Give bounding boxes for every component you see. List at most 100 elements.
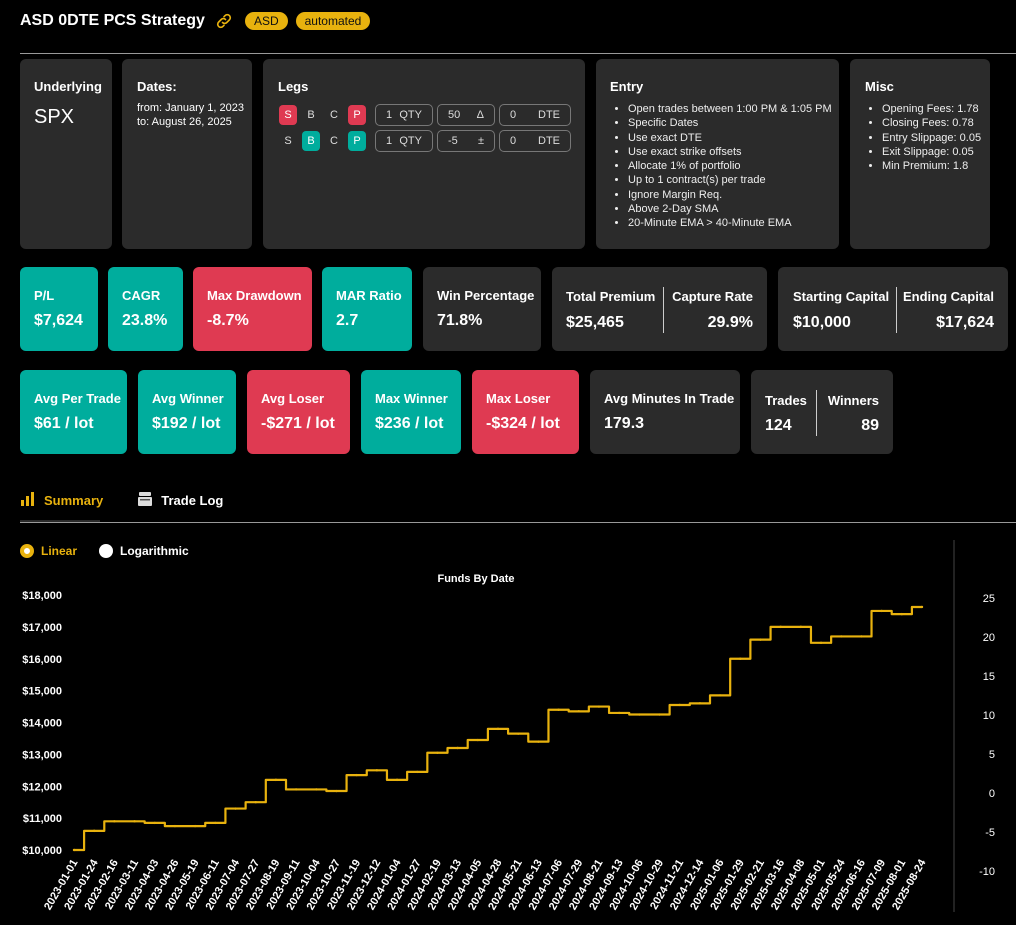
leg-sell-toggle[interactable]: S (284, 135, 292, 147)
legs-card: Legs S B C P 1 QTY 50 Δ 0 DTE S B C P 1 QTY … (263, 59, 585, 249)
stat-value: $236 / lot (375, 415, 444, 432)
stat-label: Capture Rate (672, 289, 753, 304)
qty-label: QTY (399, 135, 422, 147)
y-tick-label: $13,000 (22, 749, 62, 761)
tab-trade-log[interactable]: Trade Log (137, 491, 223, 510)
x-tick-label: 2025-07-09 (850, 858, 889, 913)
data-point (416, 770, 419, 774)
leg-buy-toggle[interactable]: B (302, 131, 320, 151)
x-tick-label: 2024-07-29 (547, 858, 586, 913)
leg-qty-field[interactable]: 1 QTY (375, 104, 433, 126)
stat-value: -8.7% (207, 312, 249, 329)
y-tick-label: $16,000 (22, 654, 62, 666)
data-point (335, 789, 338, 793)
list-item: Open trades between 1:00 PM & 1:05 PM (628, 102, 832, 116)
max-winner-stat-card: Max Winner $236 / lot (361, 370, 461, 454)
data-point (638, 713, 641, 716)
page-title: ASD 0DTE PCS Strategy (20, 12, 205, 29)
x-tick-label: 2023-06-11 (184, 858, 222, 912)
tag-badge[interactable]: automated (295, 12, 371, 30)
x-tick-label: 2023-10-04 (284, 857, 323, 912)
scale-toggle: Linear Logarithmic (20, 544, 211, 558)
max-loser-stat-card: Max Loser -$324 / lot (472, 370, 579, 454)
x-tick-label: 2025-06-16 (829, 858, 868, 913)
x-tick-label: 2025-03-16 (749, 858, 788, 913)
leg-put-toggle[interactable]: P (348, 105, 366, 125)
leg-put-toggle[interactable]: P (348, 131, 366, 151)
link-icon[interactable] (215, 12, 233, 30)
dte-value: 0 (510, 135, 517, 147)
y2-tick-label: -5 (985, 827, 995, 839)
date-from: from: January 1, 2023 (137, 102, 245, 114)
tab-summary[interactable]: Summary (20, 491, 103, 510)
leg-sell-toggle[interactable]: S (279, 105, 297, 125)
x-tick-label: 2024-01-27 (385, 858, 424, 913)
tab-active-indicator (20, 520, 100, 522)
x-tick-label: 2024-11-21 (648, 858, 686, 912)
y2-tick-label: 0 (989, 788, 995, 800)
y2-tick-label: 5 (989, 749, 995, 761)
data-point (375, 769, 379, 772)
radio-unselected-icon (99, 544, 114, 558)
y-tick-label: $12,000 (22, 781, 62, 793)
data-point (759, 638, 762, 641)
linear-radio[interactable]: Linear (20, 544, 77, 558)
stat-label: Avg Loser (261, 391, 325, 406)
tabs-divider (20, 522, 1016, 523)
leg-qty-field[interactable]: 1 QTY (375, 130, 433, 152)
x-tick-label: 2023-11-19 (325, 858, 363, 912)
data-point (395, 778, 399, 782)
stat-label: Avg Minutes In Trade (604, 391, 735, 406)
x-tick-label: 2025-04-08 (769, 858, 808, 913)
delta-symbol: Δ (476, 109, 484, 121)
stat-value: 179.3 (604, 415, 645, 432)
data-point (617, 711, 621, 715)
stat-label: MAR Ratio (336, 288, 402, 303)
y-tick-label: $17,000 (22, 622, 62, 634)
x-tick-label: 2023-07-04 (204, 857, 243, 912)
list-item: Ignore Margin Req. (628, 188, 832, 202)
avg-per-trade-stat-card: Avg Per Trade $61 / lot (20, 370, 127, 454)
leg-dte-field[interactable]: 0 DTE (499, 130, 571, 152)
stat-value: $10,000 (793, 314, 851, 331)
logarithmic-radio[interactable]: Logarithmic (99, 544, 189, 558)
data-point (496, 727, 500, 731)
leg-strike-field[interactable]: -5 ± (437, 130, 495, 152)
avg-minutes-stat-card: Avg Minutes In Trade 179.3 (590, 370, 740, 454)
strike-value: 50 (448, 109, 461, 121)
leg-buy-toggle[interactable]: B (307, 109, 315, 121)
leg-call-toggle[interactable]: C (330, 109, 338, 121)
x-tick-label: 2023-09-11 (264, 858, 302, 912)
dte-value: 0 (510, 109, 517, 121)
x-tick-label: 2023-04-26 (143, 858, 182, 913)
data-point (456, 746, 459, 750)
x-tick-label: 2024-07-06 (527, 858, 566, 913)
stat-label: Avg Winner (152, 391, 224, 406)
stat-label: Max Loser (486, 391, 551, 406)
data-point (900, 612, 904, 616)
x-tick-label: 2023-10-27 (305, 858, 344, 913)
list-item: Use exact DTE (628, 131, 832, 145)
x-tick-label: 2025-01-29 (708, 858, 747, 913)
tag-badge[interactable]: ASD (244, 12, 288, 30)
data-point (819, 641, 823, 645)
stat-value: $25,465 (566, 314, 624, 331)
underlying-label: Underlying (34, 79, 102, 94)
underlying-card: Underlying SPX (20, 59, 112, 249)
list-item: Opening Fees: 1.78 (882, 102, 981, 116)
list-item: Exit Slippage: 0.05 (882, 145, 981, 159)
chart-title: Funds By Date (437, 573, 515, 585)
x-tick-label: 2025-01-06 (688, 858, 727, 913)
leg-strike-field[interactable]: 50 Δ (437, 104, 495, 126)
y-tick-label: $10,000 (22, 845, 62, 857)
leg-dte-field[interactable]: 0 DTE (499, 104, 571, 126)
leg-call-toggle[interactable]: C (330, 135, 338, 147)
list-item: Use exact strike offsets (628, 145, 832, 159)
x-tick-label: 2024-10-29 (628, 858, 667, 913)
stat-label: Winners (827, 393, 879, 408)
stat-value: -$271 / lot (261, 415, 335, 432)
x-tick-label: 2024-12-14 (668, 857, 707, 912)
stat-value: -$324 / lot (486, 415, 560, 432)
x-tick-label: 2024-10-06 (607, 858, 646, 913)
premium-stat-card: Total Premium $25,465 Capture Rate 29.9% (552, 267, 767, 351)
